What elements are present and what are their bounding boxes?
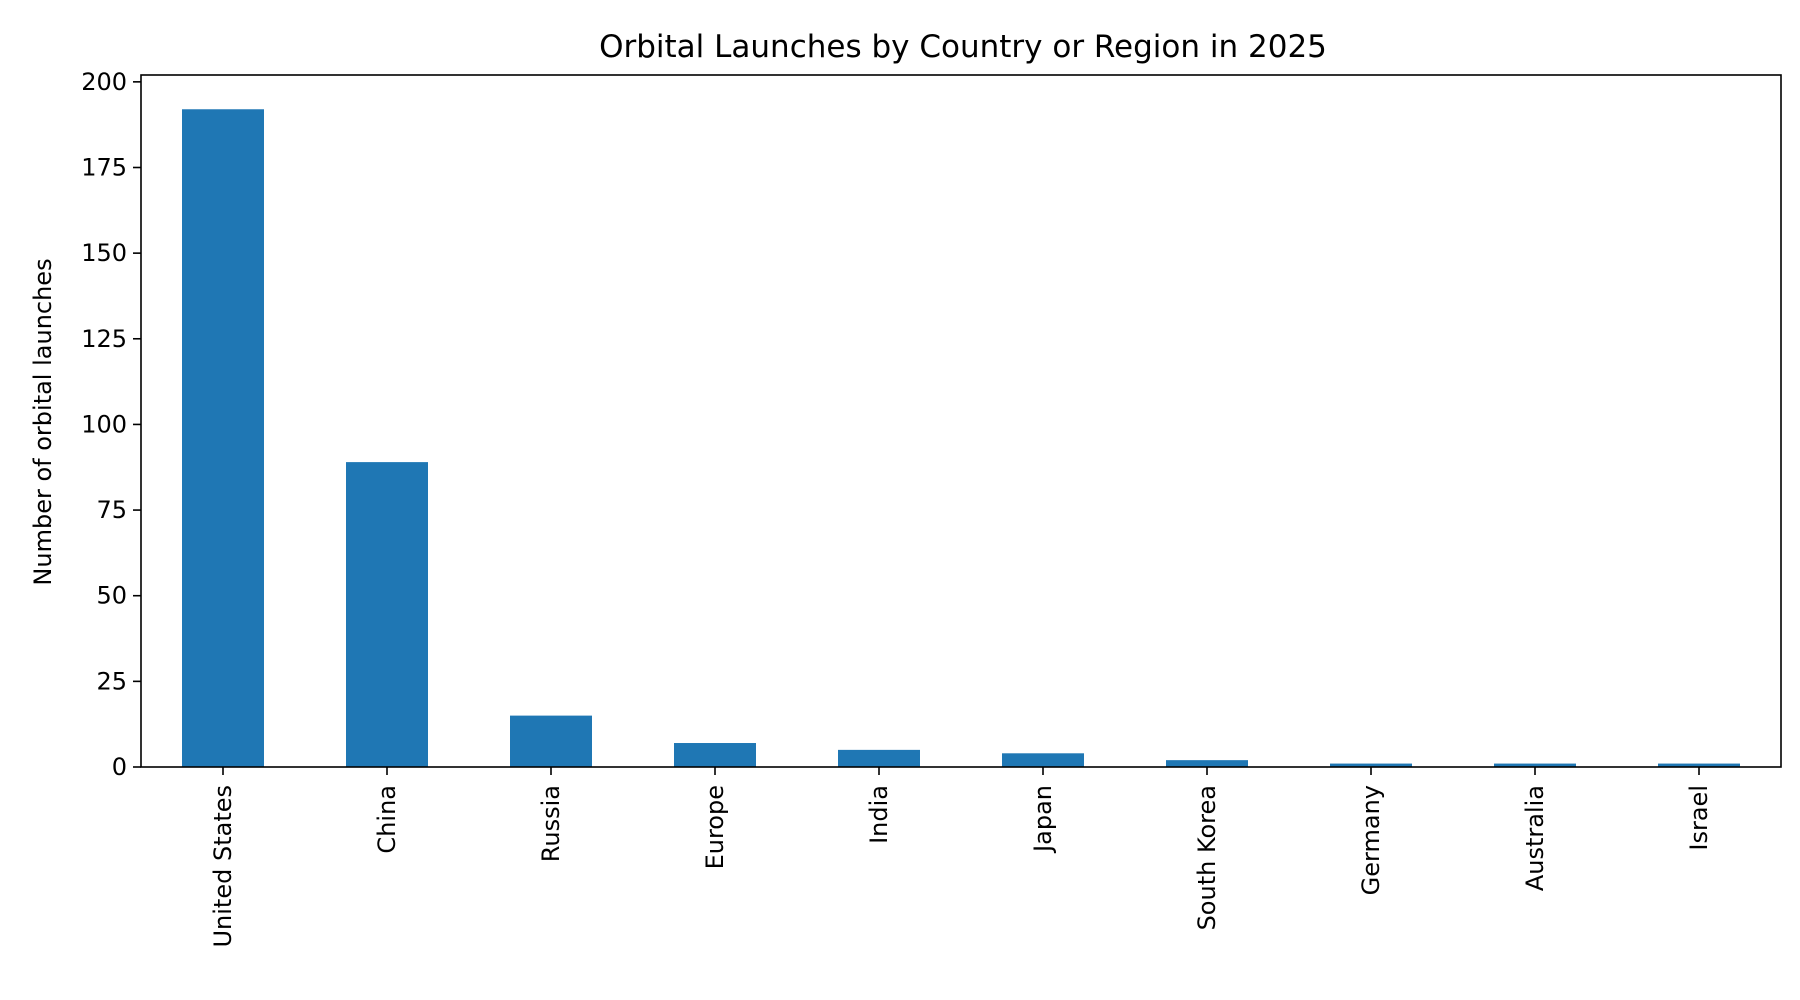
- y-tick-label: 25: [96, 667, 127, 695]
- x-tick-label: China: [373, 785, 401, 854]
- y-axis-label: Number of orbital launches: [29, 258, 57, 585]
- bar-australia: [1494, 763, 1576, 767]
- bar-india: [838, 749, 920, 767]
- y-tick-label: 0: [112, 753, 127, 781]
- bar-united-states: [182, 109, 264, 767]
- bar-south-korea: [1166, 760, 1248, 767]
- y-tick-label: 100: [81, 410, 127, 438]
- x-tick-label: Japan: [1029, 785, 1057, 854]
- x-tick-label: United States: [209, 785, 237, 948]
- y-tick-label: 200: [81, 68, 127, 96]
- bar-germany: [1330, 763, 1412, 767]
- y-tick-label: 175: [81, 154, 127, 182]
- x-tick-label: Russia: [537, 785, 565, 862]
- bars: [182, 109, 1740, 767]
- x-axis-ticks: United States China Russia Europe India Japan…: [209, 767, 1713, 948]
- plot-frame: [140, 74, 1782, 768]
- bar-europe: [674, 743, 756, 767]
- y-tick-label: 50: [96, 582, 127, 610]
- bar-russia: [510, 715, 592, 767]
- bar-japan: [1002, 753, 1084, 767]
- y-axis-ticks: 0 25 50 75 100 125 150 175 200: [81, 68, 141, 781]
- y-tick-label: 150: [81, 239, 127, 267]
- x-tick-label: Germany: [1357, 785, 1385, 895]
- bar-israel: [1658, 763, 1740, 767]
- x-tick-label: Europe: [701, 785, 729, 869]
- x-tick-label: India: [865, 785, 893, 844]
- chart-title: Orbital Launches by Country or Region in…: [599, 29, 1327, 65]
- x-tick-label: Australia: [1521, 785, 1549, 891]
- y-tick-label: 75: [96, 496, 127, 524]
- y-tick-label: 125: [81, 325, 127, 353]
- x-tick-label: Israel: [1685, 785, 1713, 851]
- bar-china: [346, 462, 428, 767]
- x-tick-label: South Korea: [1193, 785, 1221, 930]
